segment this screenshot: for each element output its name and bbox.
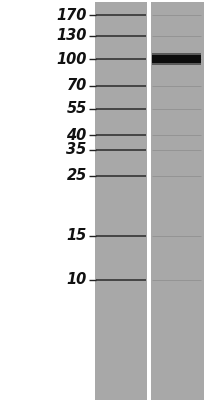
Bar	[147, 2, 151, 400]
Text: 25: 25	[67, 168, 87, 184]
Text: 100: 100	[56, 52, 87, 67]
Text: 170: 170	[56, 8, 87, 23]
Bar	[152, 51, 201, 55]
Bar	[152, 53, 201, 65]
Text: 55: 55	[67, 101, 87, 116]
Text: 15: 15	[67, 228, 87, 244]
Text: 130: 130	[56, 28, 87, 44]
Bar	[95, 2, 204, 400]
Text: 35: 35	[67, 142, 87, 158]
Text: 10: 10	[67, 272, 87, 288]
Text: 40: 40	[67, 128, 87, 143]
Bar	[152, 63, 201, 67]
Text: 70: 70	[67, 78, 87, 94]
